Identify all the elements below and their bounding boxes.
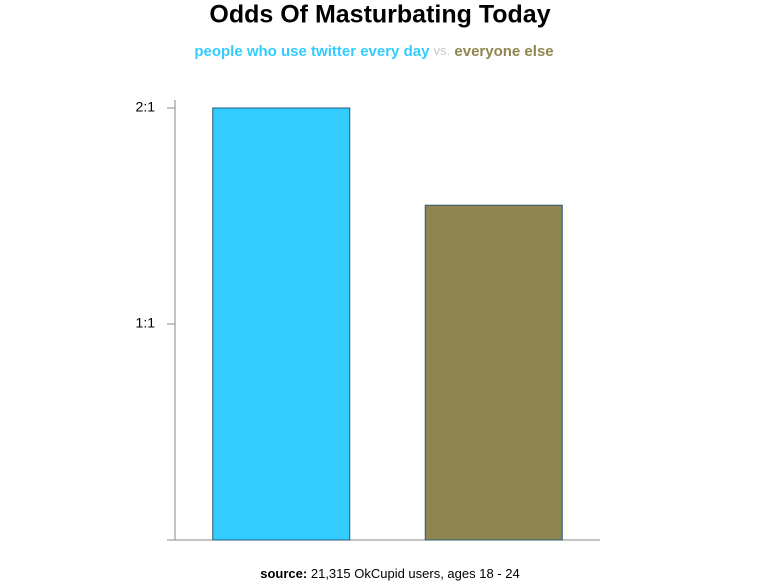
y-tick-label: 1:1 (136, 315, 156, 331)
bar (212, 107, 351, 541)
chart-title: Odds Of Masturbating Today (209, 1, 550, 29)
legend-entry: people who use twitter every day (194, 43, 430, 60)
legend-separator: vs. (434, 43, 451, 58)
source: source: 21,315 OkCupid users, ages 18 - … (260, 566, 519, 581)
source-text: 21,315 OkCupid users, ages 18 - 24 (311, 566, 520, 581)
source-label: source: (260, 566, 307, 581)
legend: people who use twitter every day vs. eve… (194, 43, 553, 60)
bar (424, 204, 563, 541)
y-tick-label: 2:1 (136, 99, 156, 115)
legend-entry: everyone else (454, 43, 553, 60)
